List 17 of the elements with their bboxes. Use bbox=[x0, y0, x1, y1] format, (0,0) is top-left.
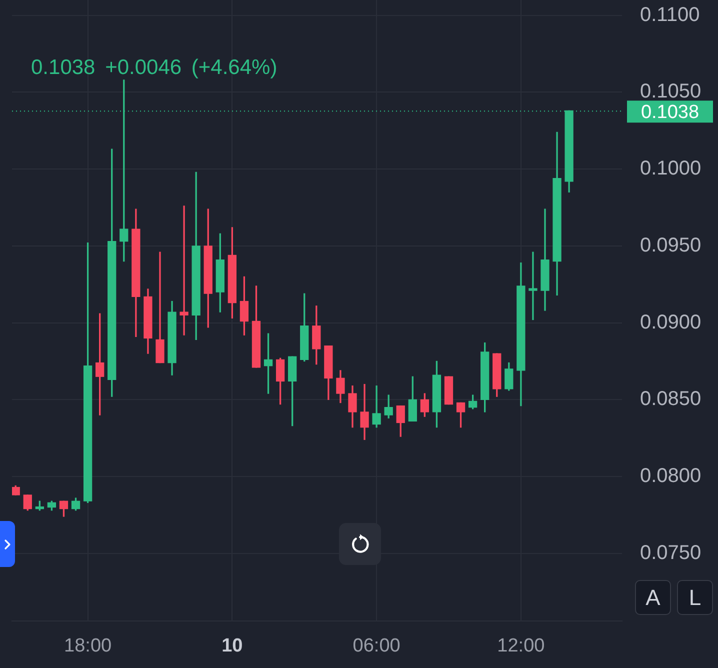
y-tick-label: 0.0850 bbox=[640, 388, 702, 410]
y-tick-label: 0.1100 bbox=[640, 4, 700, 26]
y-tick-label: 0.0900 bbox=[640, 311, 702, 334]
x-tick-label: 10 bbox=[222, 636, 243, 657]
y-tick-label: 0.0750 bbox=[640, 542, 702, 564]
text: 0.1038 +0.0046 (+4.64%) bbox=[31, 56, 278, 80]
y-tick-label: 0.1050 bbox=[640, 80, 702, 103]
y-tick-label: 0.0800 bbox=[640, 465, 702, 488]
candlestick bbox=[528, 252, 538, 320]
candlestick bbox=[180, 206, 188, 336]
candlestick bbox=[156, 252, 164, 364]
x-tick-label: 12:00 bbox=[497, 636, 545, 657]
x-tick-label: 06:00 bbox=[352, 636, 400, 657]
y-tick-label: 0.0950 bbox=[640, 234, 702, 256]
ref-line-label: 0.1038 bbox=[640, 102, 700, 123]
x-tick-label: 18:00 bbox=[64, 636, 112, 657]
y-tick-label: 0.1000 bbox=[640, 158, 702, 180]
